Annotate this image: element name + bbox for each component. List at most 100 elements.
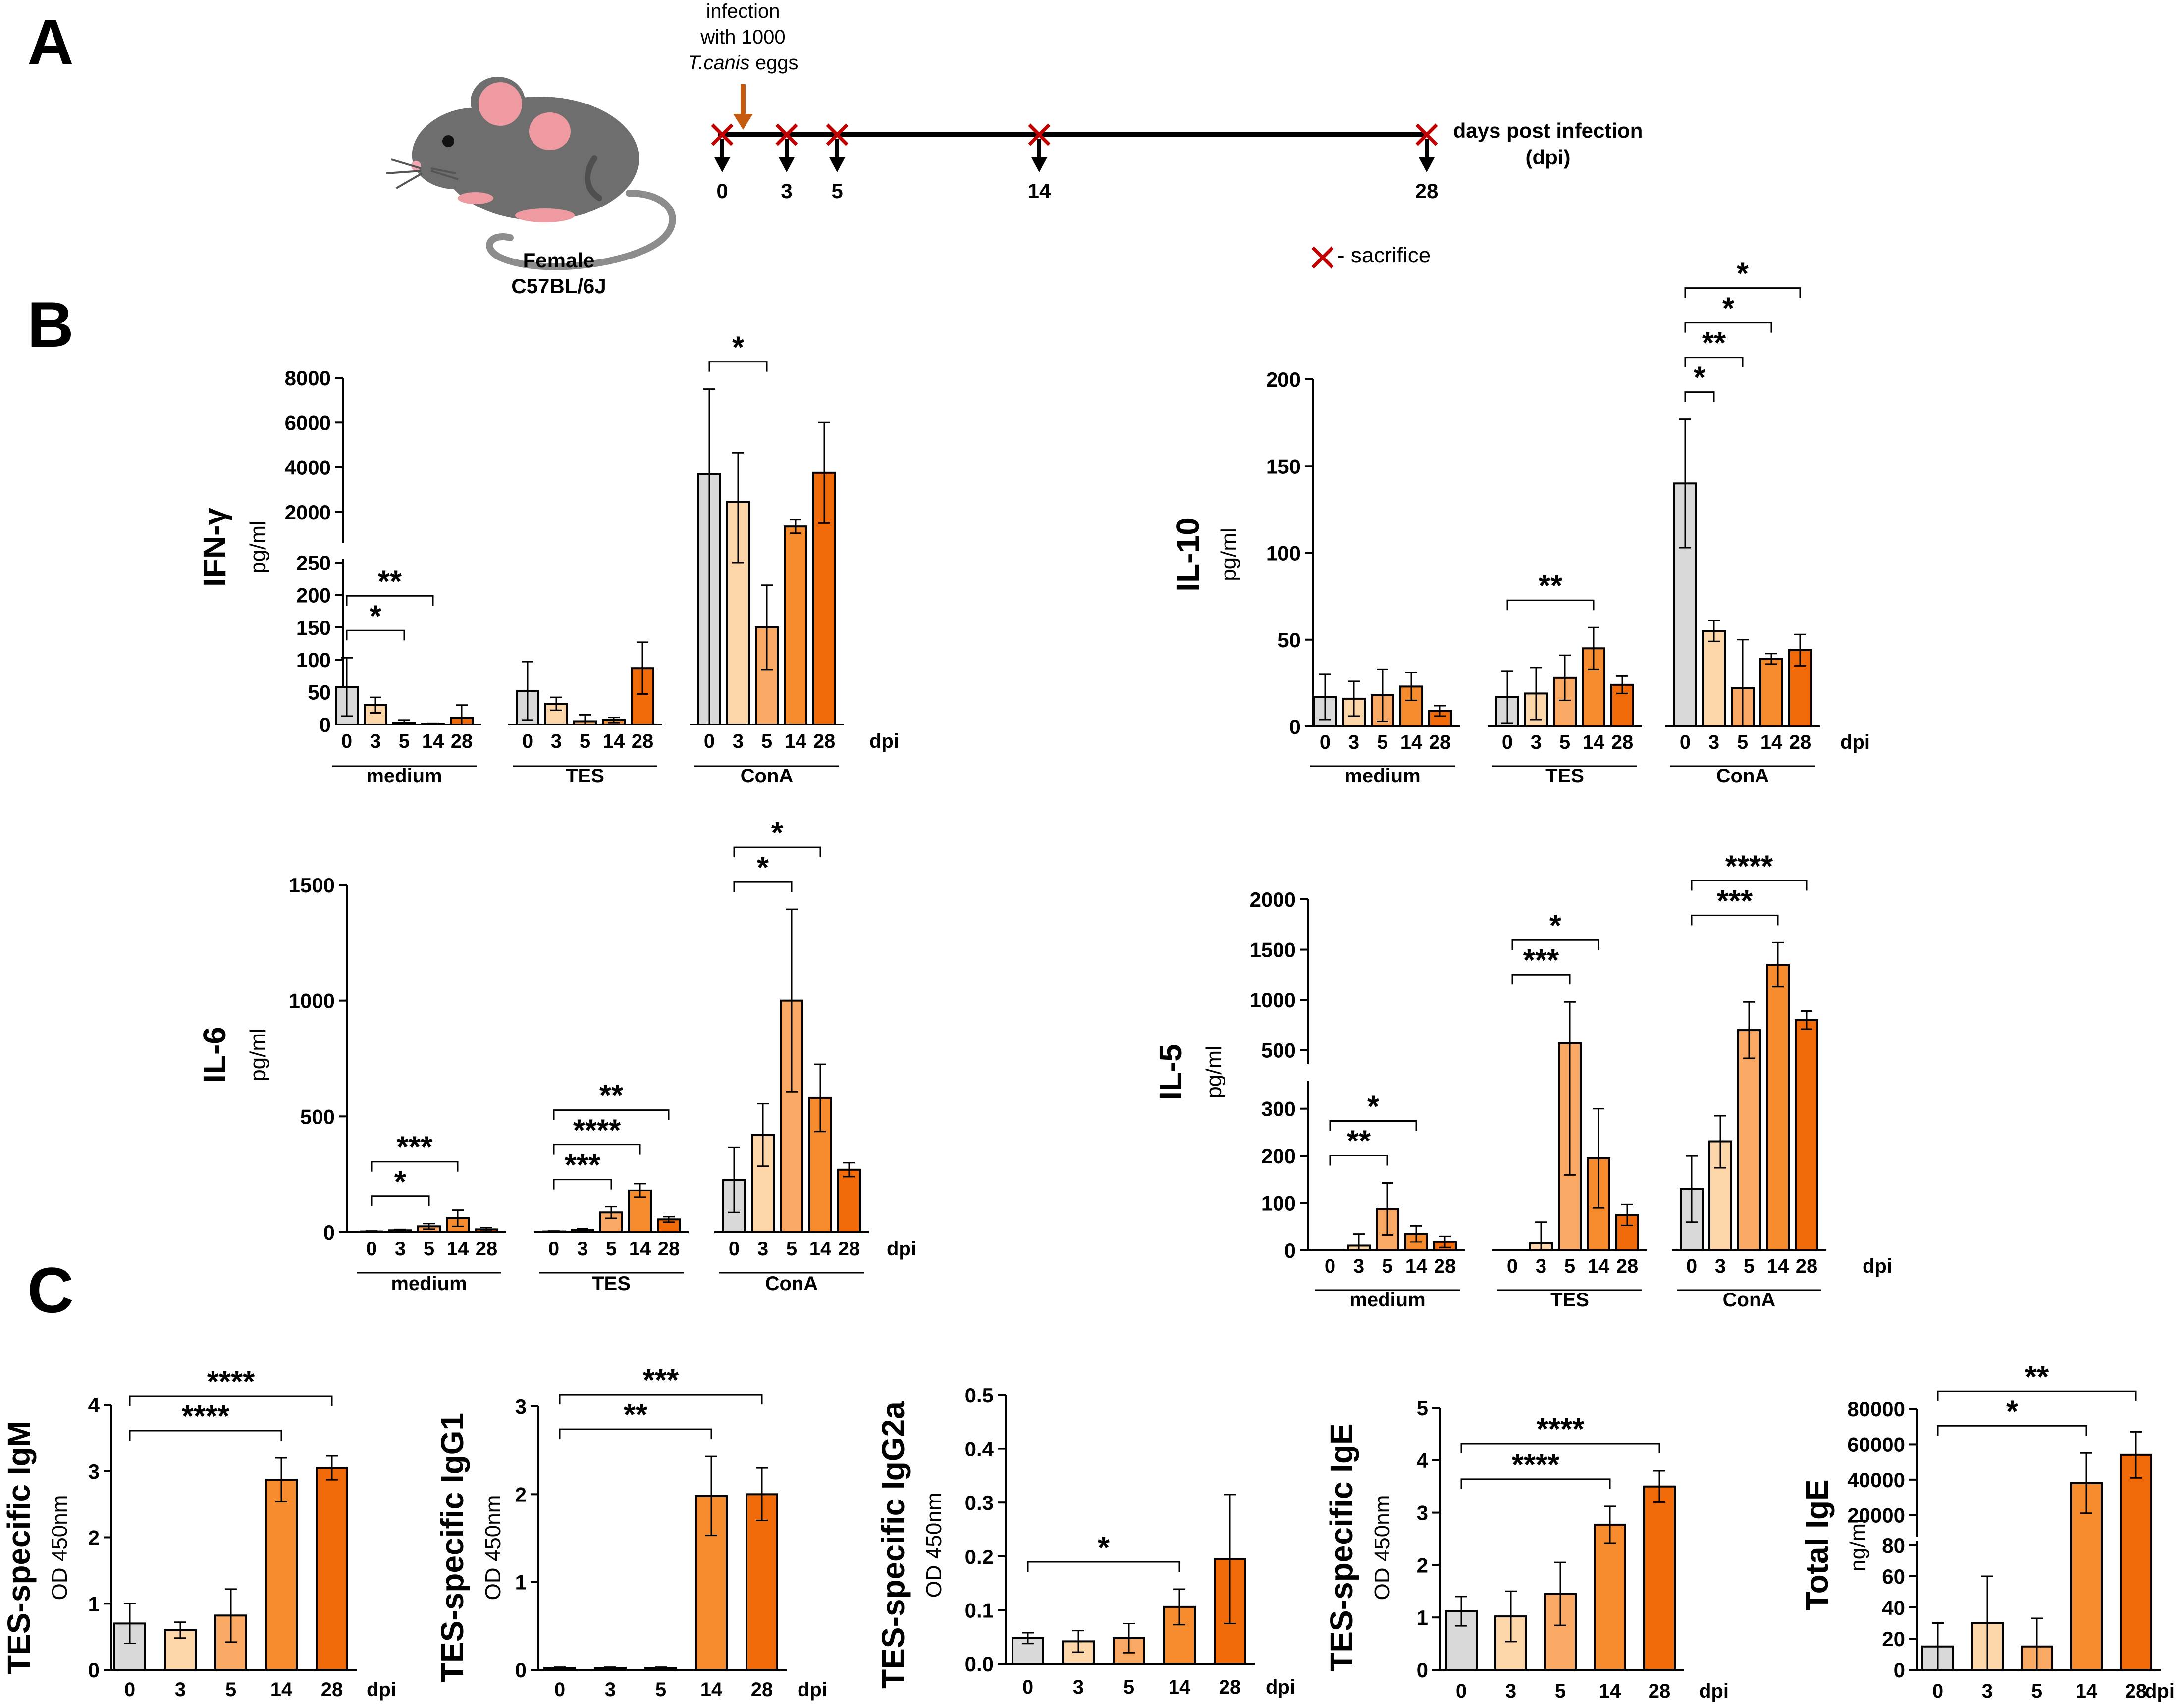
- y-tick-label: 0: [323, 1221, 335, 1244]
- chart-title: Total IgE: [1799, 1479, 1835, 1610]
- day-arrow-head: [779, 157, 795, 172]
- y-tick-label: 20: [1882, 1627, 1905, 1651]
- chart-title: IL-10: [1170, 518, 1206, 591]
- significance-bracket: [1027, 1561, 1180, 1572]
- x-tick-label: 0: [366, 1238, 377, 1260]
- y-tick-label: 1000: [289, 989, 335, 1013]
- significance-bracket: [1511, 974, 1571, 985]
- mouse-label-line2: C57BL/6J: [511, 274, 606, 298]
- significance-bracket: [1329, 1120, 1417, 1131]
- significance-bracket: [559, 1428, 712, 1440]
- x-tick-label: 14: [1405, 1255, 1428, 1277]
- x-tick-label: 28: [1611, 731, 1634, 753]
- x-tick-label: 0: [704, 730, 715, 752]
- significance-bracket: [1684, 391, 1715, 402]
- significance-bracket: [553, 1144, 641, 1155]
- x-tick-label: 5: [225, 1679, 236, 1701]
- x-tick-label: 3: [605, 1679, 616, 1701]
- significance-label: ***: [1717, 884, 1753, 918]
- x-tick-label: 0: [1456, 1680, 1467, 1702]
- significance-bracket: [129, 1395, 333, 1406]
- y-axis-label: OD 450nm: [922, 1493, 946, 1598]
- x-tick-label: 0: [1325, 1255, 1335, 1277]
- y-axis-label: ng/ml: [1846, 1518, 1870, 1572]
- y-tick-label: 4000: [285, 456, 331, 479]
- x-tick-label: 0: [1932, 1680, 1943, 1702]
- significance-bracket: [708, 361, 768, 372]
- bar: [1759, 658, 1783, 728]
- x-tick-label: 5: [1382, 1255, 1393, 1277]
- infection-arrow-head: [733, 114, 753, 130]
- y-tick-label: 0.5: [965, 1384, 994, 1407]
- y-tick-label: 60: [1882, 1565, 1905, 1588]
- y-tick-label: 300: [1261, 1097, 1296, 1121]
- chart-title: TES-specific IgG2a: [875, 1401, 911, 1689]
- x-tick-label: 28: [1434, 1255, 1456, 1277]
- significance-bracket: [346, 629, 405, 641]
- x-tick-label: 14: [1599, 1680, 1621, 1702]
- significance-label: *: [1367, 1090, 1380, 1124]
- x-tick-label: 5: [1744, 1255, 1755, 1277]
- y-tick-label: 200: [296, 583, 331, 607]
- significance-label: **: [1539, 569, 1563, 603]
- day-label: 28: [1415, 179, 1438, 203]
- mouse-whiskers: [386, 158, 459, 189]
- chart-title: IFN-γ: [197, 508, 232, 587]
- x-tick-label: 28: [1429, 731, 1451, 753]
- y-tick-label: 3: [1417, 1501, 1428, 1525]
- group-label: medium: [1349, 1289, 1425, 1311]
- sacrifice-legend: - sacrifice: [1311, 243, 1431, 269]
- y-tick-label: 100: [1266, 542, 1301, 565]
- x-axis-label: dpi: [367, 1679, 396, 1701]
- y-axis-label: OD 450nm: [481, 1495, 505, 1601]
- x-tick-label: 3: [395, 1238, 406, 1260]
- y-tick-label: 20000: [1847, 1503, 1905, 1527]
- y-tick-label: 0: [88, 1658, 100, 1682]
- chart-title: TES-specific IgE: [1324, 1423, 1359, 1671]
- significance-bracket: [346, 595, 434, 606]
- y-tick-label: 4: [88, 1394, 100, 1417]
- sacrifice-cross-icon: [775, 123, 798, 146]
- y-axis-label: pg/ml: [246, 520, 270, 574]
- chart-title: TES-specific IgM: [1, 1421, 37, 1674]
- significance-bracket: [1460, 1443, 1660, 1453]
- timeline-axis-label-line2: (dpi): [1526, 146, 1571, 169]
- x-tick-label: 3: [1715, 1255, 1726, 1277]
- significance-label: *: [757, 851, 769, 885]
- x-tick-label: 0: [1507, 1255, 1518, 1277]
- significance-label: *: [1737, 257, 1749, 291]
- panel-label-c: C: [27, 1254, 74, 1326]
- x-axis-label: dpi: [1840, 731, 1870, 753]
- group-label: TES: [592, 1273, 631, 1294]
- x-tick-label: 28: [321, 1679, 343, 1701]
- x-tick-label: 28: [451, 730, 473, 752]
- y-tick-label: 2: [515, 1483, 527, 1506]
- mouse-ear-inner: [529, 112, 571, 150]
- x-tick-label: 14: [422, 730, 444, 752]
- x-tick-label: 5: [786, 1238, 797, 1260]
- x-tick-label: 28: [1219, 1676, 1241, 1698]
- x-axis-label: dpi: [2145, 1680, 2175, 1702]
- significance-bracket: [559, 1394, 763, 1405]
- significance-bracket: [1937, 1390, 2137, 1401]
- mouse-tail: [486, 190, 676, 270]
- bar: [164, 1629, 197, 1671]
- day-arrow-head: [714, 157, 730, 172]
- significance-label: ****: [1537, 1412, 1585, 1447]
- x-tick-label: 0: [522, 730, 533, 752]
- y-tick-label: 100: [296, 648, 331, 672]
- x-tick-label: 14: [1760, 731, 1783, 753]
- day-label: 14: [1028, 179, 1051, 203]
- group-label: medium: [366, 765, 442, 787]
- sacrifice-cross-icon: [1415, 123, 1438, 146]
- x-tick-label: 5: [424, 1238, 434, 1260]
- x-tick-label: 14: [1767, 1255, 1789, 1277]
- x-axis-label: dpi: [887, 1238, 916, 1260]
- y-tick-label: 1500: [289, 874, 335, 897]
- significance-bracket: [1684, 357, 1744, 367]
- y-tick-label: 0: [320, 713, 331, 736]
- mouse-haunch: [585, 155, 602, 201]
- significance-bracket: [1329, 1155, 1388, 1166]
- x-tick-label: 3: [175, 1679, 186, 1701]
